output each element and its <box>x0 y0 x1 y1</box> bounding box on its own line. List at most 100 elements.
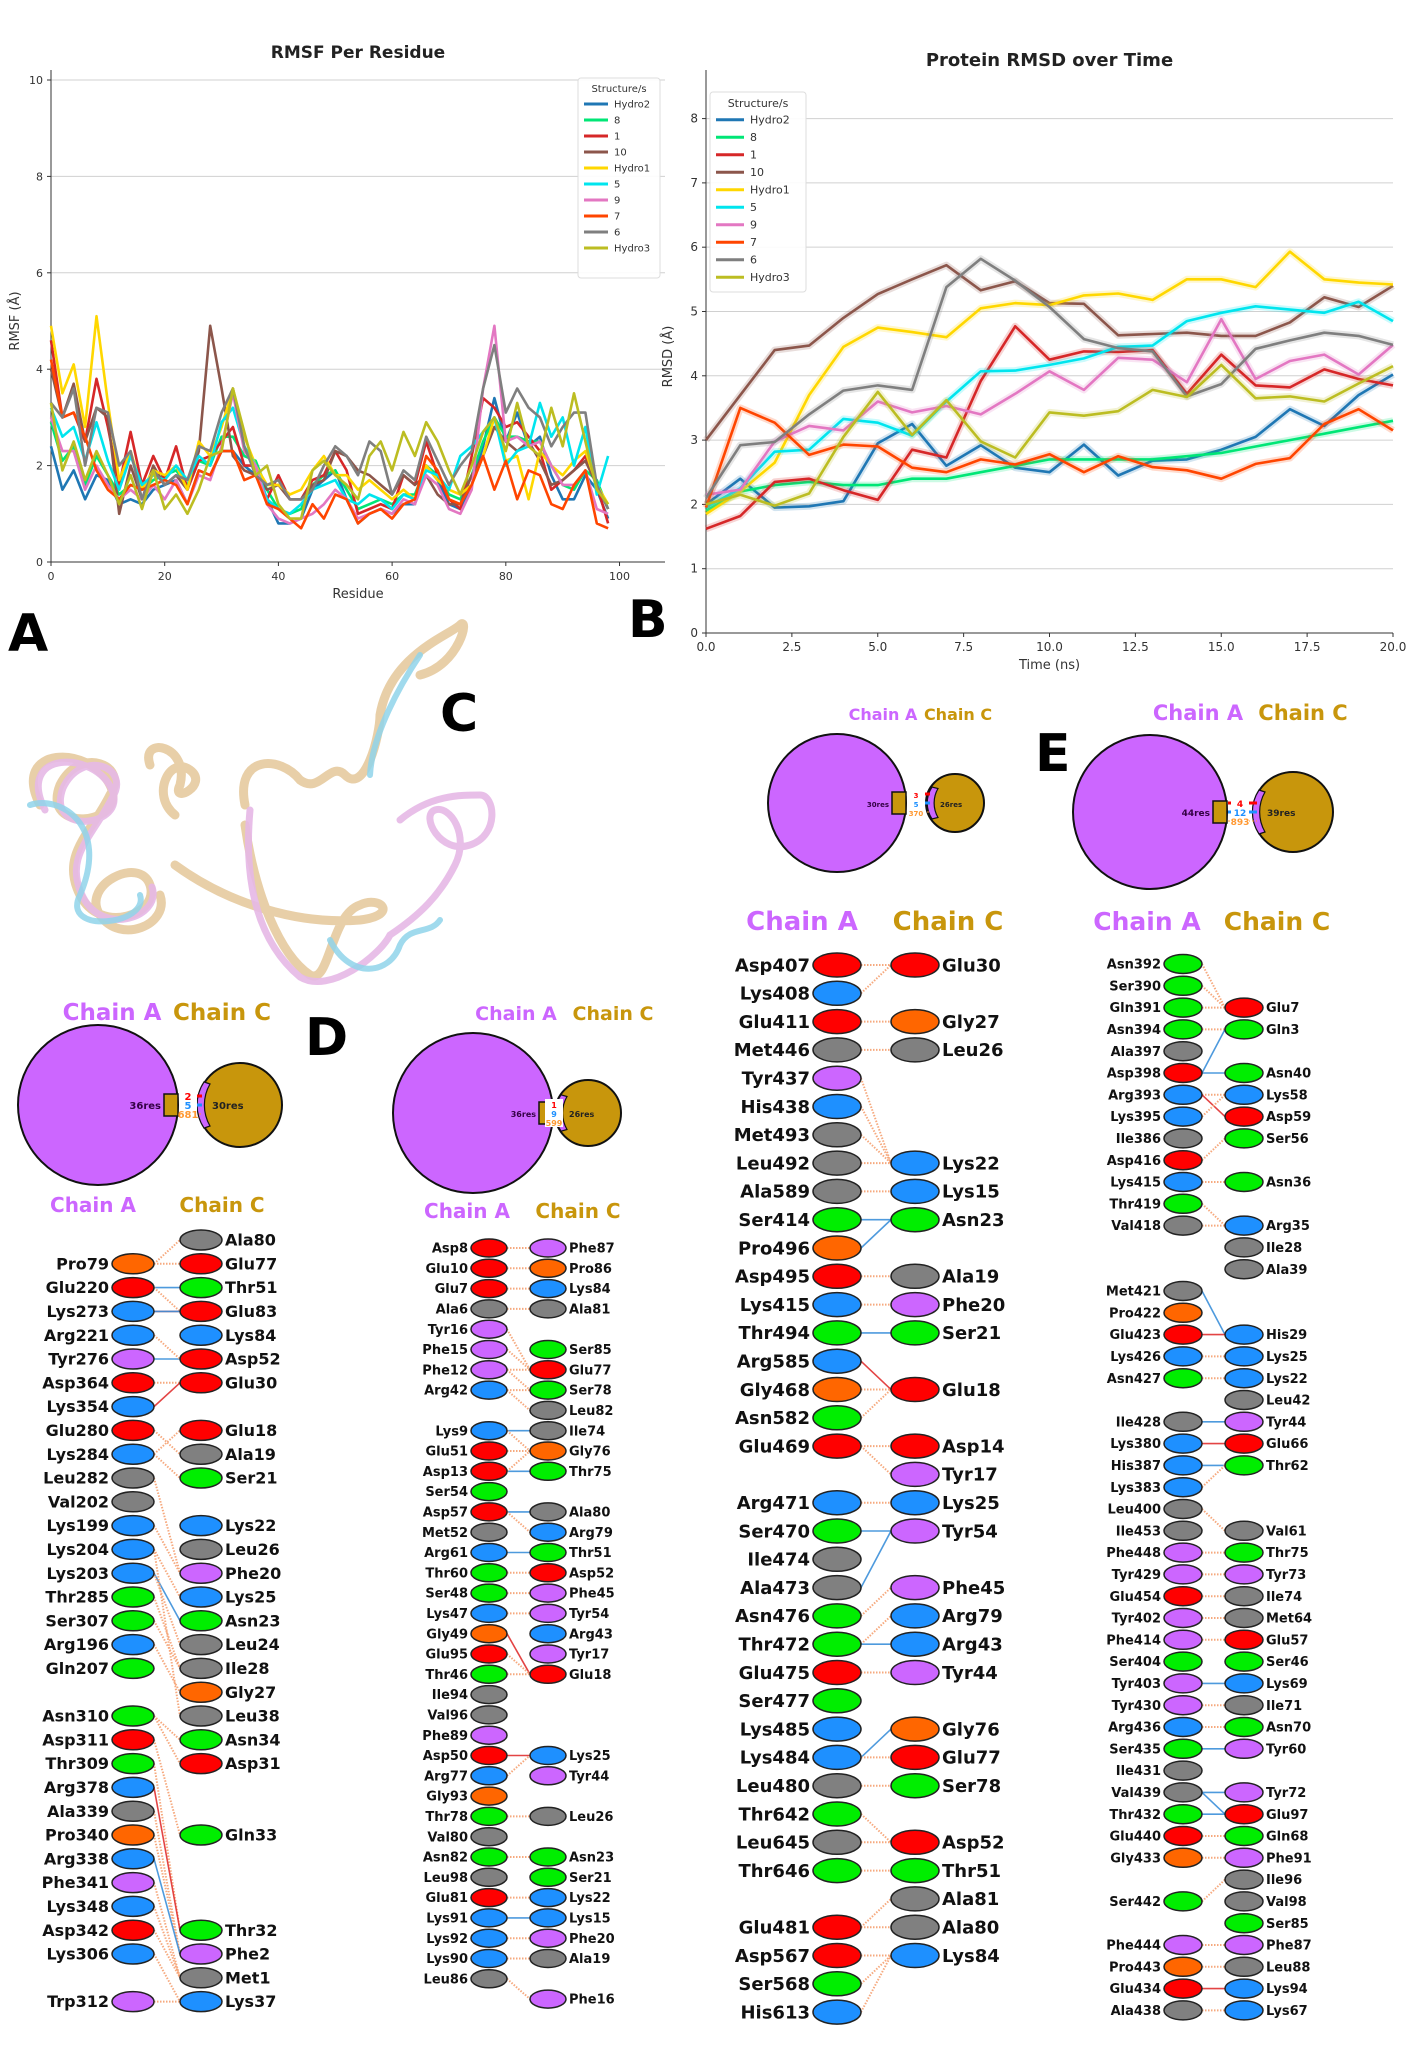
summary-chain-a-title: Chain A <box>849 705 918 724</box>
residue-oval <box>812 952 862 978</box>
chain-c-residue: Glu30 <box>890 952 1001 978</box>
residue-oval <box>890 1659 940 1686</box>
residue-oval <box>1224 1237 1264 1258</box>
contact-link <box>153 1644 181 1693</box>
residue-oval <box>1163 1520 1203 1542</box>
residue-label: Ser414 <box>738 1210 810 1231</box>
residue-oval <box>529 1623 567 1644</box>
chain-c-residue: Met64 <box>1224 1607 1312 1629</box>
residue-oval <box>179 1657 223 1680</box>
residue-label: Ala6 <box>436 1302 468 1317</box>
interaction-links <box>860 964 892 2013</box>
residue-label: Glu66 <box>1266 1437 1308 1452</box>
residue-oval <box>179 1610 223 1632</box>
residue-oval <box>812 1433 862 1459</box>
residue-label: Tyr430 <box>1112 1699 1161 1714</box>
chain-c-residue: Asp14 <box>890 1433 1005 1459</box>
residue-label: Met52 <box>422 1526 468 1541</box>
chain-c-residue: Lys58 <box>1224 1084 1308 1106</box>
residue-label: Lys484 <box>740 1748 810 1769</box>
chain-c-residue: Ser56 <box>1224 1128 1309 1149</box>
residue-oval <box>179 1253 223 1275</box>
chain-a-residue: Ser435 <box>1109 1738 1203 1760</box>
chain-c-residue: Lys25 <box>529 1745 611 1766</box>
residue-label: Tyr72 <box>1266 1786 1306 1801</box>
residue-oval <box>812 1093 862 1120</box>
residue-oval <box>1163 1324 1203 1345</box>
chain-a-residue: Glu469 <box>739 1433 862 1459</box>
y-tick-label: 7 <box>690 176 698 190</box>
y-tick-label: 6 <box>36 267 43 280</box>
residue-oval <box>812 980 862 1007</box>
contact-link <box>860 1813 892 1844</box>
residue-label: Phe91 <box>1266 1851 1312 1866</box>
protein-structure-image <box>27 619 496 986</box>
residue-label: Phe20 <box>942 1295 1005 1316</box>
series-line-Hydro3 <box>705 363 1394 508</box>
residue-oval <box>179 1514 223 1537</box>
chain-a-residue-count: 36res <box>129 1101 161 1112</box>
residue-oval <box>1224 1629 1264 1651</box>
chain-c-residue: Arg35 <box>1224 1215 1310 1236</box>
residue-label: Lys84 <box>225 1326 276 1345</box>
contact-link <box>153 1429 181 1455</box>
residue-label: Leu26 <box>942 1040 1004 1061</box>
residue-oval <box>890 1886 940 1912</box>
residue-oval <box>1163 1651 1203 1672</box>
chain-c-residue: Glu77 <box>890 1744 1001 1771</box>
residue-oval <box>111 1610 155 1632</box>
chain-c-residue: Thr75 <box>1224 1542 1309 1563</box>
chart-title: Protein RMSD over Time <box>926 50 1173 71</box>
residue-label: Arg35 <box>1266 1219 1310 1234</box>
residue-label: Glu51 <box>426 1445 468 1460</box>
contact-link <box>1201 1094 1226 1118</box>
x-axis-label: Time (ns) <box>1018 658 1080 673</box>
y-tick-label: 3 <box>690 433 698 447</box>
residue-oval <box>529 1745 567 1766</box>
y-tick-label: 6 <box>690 240 698 254</box>
residue-oval <box>890 1376 940 1403</box>
residue-label: Gly76 <box>569 1445 611 1460</box>
chain-a-residue: Lys348 <box>47 1895 155 1918</box>
residue-label: Ile96 <box>1266 1873 1302 1888</box>
chain-a-residue: Gln391 <box>1109 997 1203 1018</box>
residue-label: Ile74 <box>1266 1590 1302 1605</box>
chain-c-residue: Lys25 <box>179 1586 276 1608</box>
residue-label: Glu18 <box>569 1668 611 1683</box>
legend-entry: 5 <box>750 201 757 214</box>
residue-oval <box>1163 953 1203 975</box>
residue-oval <box>812 1037 862 1063</box>
residue-label: Phe12 <box>422 1363 468 1378</box>
chain-a-residue: Asp364 <box>42 1372 155 1394</box>
residue-label: Glu77 <box>942 1748 1001 1769</box>
residue-label: Asp50 <box>423 1749 468 1764</box>
legend-entry: 9 <box>750 219 757 232</box>
residue-label: Tyr73 <box>1266 1568 1306 1583</box>
contact-link <box>506 1348 531 1371</box>
legend: Structure/s Hydro2 8 1 10 Hydro1 5 9 7 6 Hydro3 <box>709 91 807 293</box>
residue-oval <box>1163 1694 1203 1716</box>
residue-label: Lys92 <box>426 1932 468 1947</box>
residue-oval <box>812 1008 862 1035</box>
residue-oval <box>1224 1782 1264 1803</box>
residue-label: Ser21 <box>225 1469 278 1488</box>
chain-c-residue: Gly76 <box>529 1441 611 1461</box>
chain-a-residue: Ile431 <box>1116 1760 1203 1781</box>
residue-oval <box>529 1806 567 1827</box>
chain-c-residue-count: 26res <box>940 801 962 809</box>
residue-oval <box>529 1278 567 1299</box>
chain-c-residue: Phe45 <box>529 1583 615 1603</box>
residue-oval <box>1163 1302 1203 1324</box>
chain-c-residue: Gln3 <box>1224 1019 1299 1040</box>
chain-c-residue: Leu26 <box>890 1037 1004 1063</box>
residue-oval <box>470 1664 508 1685</box>
summary-saltbridges-count: 3 <box>914 792 919 800</box>
chain-a-residue: Gly433 <box>1110 1847 1203 1869</box>
residue-label: Glu30 <box>225 1373 277 1392</box>
y-tick-label: 1 <box>690 562 698 576</box>
residue-label: Phe15 <box>422 1343 468 1358</box>
residue-label: Phe87 <box>1266 1939 1312 1954</box>
summary-label-bg <box>545 1117 563 1127</box>
residue-oval <box>111 1705 155 1727</box>
